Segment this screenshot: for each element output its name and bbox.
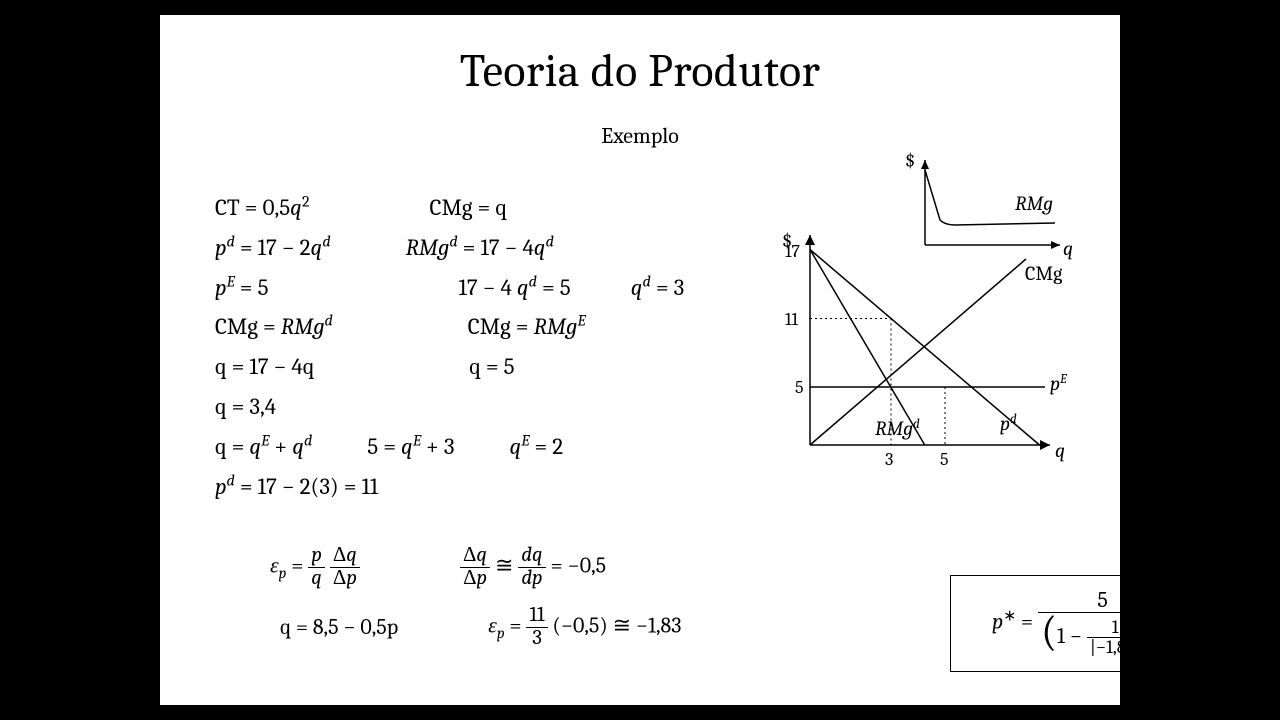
eq-qsum: q = qE + qd — [215, 429, 312, 466]
eq-pd11: pd = 17 − 2(3) = 11 — [215, 469, 378, 506]
xtick-5: 5 — [940, 449, 949, 470]
eq-pe: pE = 5 — [215, 270, 269, 307]
label-pd: pd — [1000, 412, 1017, 436]
mini-ylabel: $ — [905, 149, 915, 172]
eq-qe2: qE = 2 — [509, 429, 563, 466]
label-CMg: CMg — [1025, 262, 1062, 285]
eq-rmgd: RMgd = 17 − 4qd — [406, 230, 554, 267]
label-RMgd: RMgd — [875, 417, 920, 441]
eq-ep183: εp = 113 (−0,5) ≅ −1,83 — [488, 605, 681, 650]
eq-pd: pd = 17 − 2qd — [215, 230, 331, 267]
label-pE: pE — [1050, 372, 1067, 396]
eq-q5: q = 5 — [469, 349, 514, 386]
x-axis-label: q — [1055, 439, 1065, 462]
eq-qd3: qd = 3 — [631, 270, 685, 307]
eq-q34: q = 3,4 — [215, 389, 276, 426]
mini-xlabel: q — [1063, 237, 1073, 260]
eq-cmg-rmge: CMg = RMgE — [468, 309, 586, 346]
elasticity-block: εp = pq ΔqΔp ΔqΔp ≅ dqdp = −0,5 q = 8,5 … — [270, 545, 681, 650]
eq-5qe3: 5 = qE + 3 — [367, 429, 454, 466]
result-box: p∗ = 5 (1 − 1|−1,83| ) = 11 — [950, 575, 1252, 672]
ytick-5: 5 — [795, 377, 804, 398]
eq-dqdp: ΔqΔp ≅ dqdp = −0,5 — [460, 545, 606, 590]
eq-ct: CT = 0,5q2 — [215, 190, 310, 227]
slide-title: Teoria do Produtor — [160, 45, 1120, 98]
eq-q85: q = 8,5 − 0,5p — [280, 614, 398, 640]
mini-chart: $ q RMg — [900, 145, 1080, 265]
eq-epsilon: εp = pq ΔqΔp — [270, 545, 360, 590]
eq-solve5: 17 − 4 qd = 5 — [459, 270, 571, 307]
ytick-17: 17 — [785, 241, 801, 262]
eq-cmg-rmgd: CMg = RMgd — [215, 309, 333, 346]
eq-cmg: CMg = q — [430, 190, 507, 227]
mini-label: RMg — [1015, 192, 1053, 215]
eq-q174q: q = 17 − 4q — [215, 349, 314, 386]
xtick-3: 3 — [885, 449, 893, 470]
ytick-11: 11 — [785, 309, 799, 330]
slide: Teoria do Produtor Exemplo CT = 0,5q2 CM… — [160, 15, 1120, 705]
